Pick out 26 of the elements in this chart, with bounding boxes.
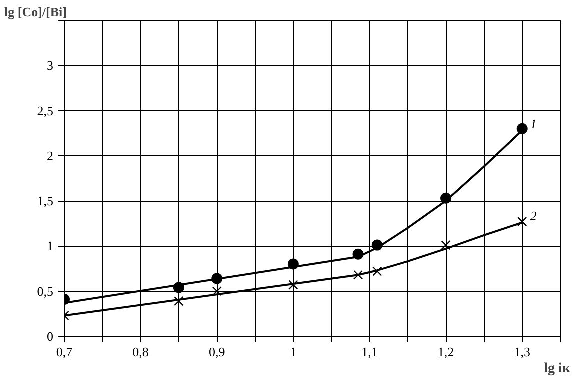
x-tick-label: 0,8 [132,344,149,360]
series-label: 2 [530,208,538,224]
x-tick-label: 1,1 [362,344,378,360]
x-tick-label: 1 [290,344,297,360]
y-tick-label: 2 [47,148,54,164]
point [441,240,451,250]
y-tick-label: 1 [47,238,54,254]
point [174,296,184,306]
y-tick-label: 2,5 [37,103,54,118]
x-tick-label: 1,3 [514,344,530,360]
y-axis-title: lg [Co]/[Bi] [4,4,67,20]
series-label: 1 [530,116,537,132]
y-tick-label: 0,5 [37,284,54,299]
point [372,266,382,276]
point [353,270,364,280]
point [518,216,528,227]
x-axis-title: lg iк [544,362,572,376]
point [288,280,298,290]
x-tick-label: 0,9 [208,344,226,360]
point [212,286,222,296]
y-tick-label: 1,5 [37,194,54,209]
y-tick-label: 0 [47,329,54,344]
y-tick-label: 3 [47,58,54,74]
point [516,123,528,134]
x-tick-label: 1,2 [438,344,454,360]
x-tick-label: 0,7 [56,344,74,360]
